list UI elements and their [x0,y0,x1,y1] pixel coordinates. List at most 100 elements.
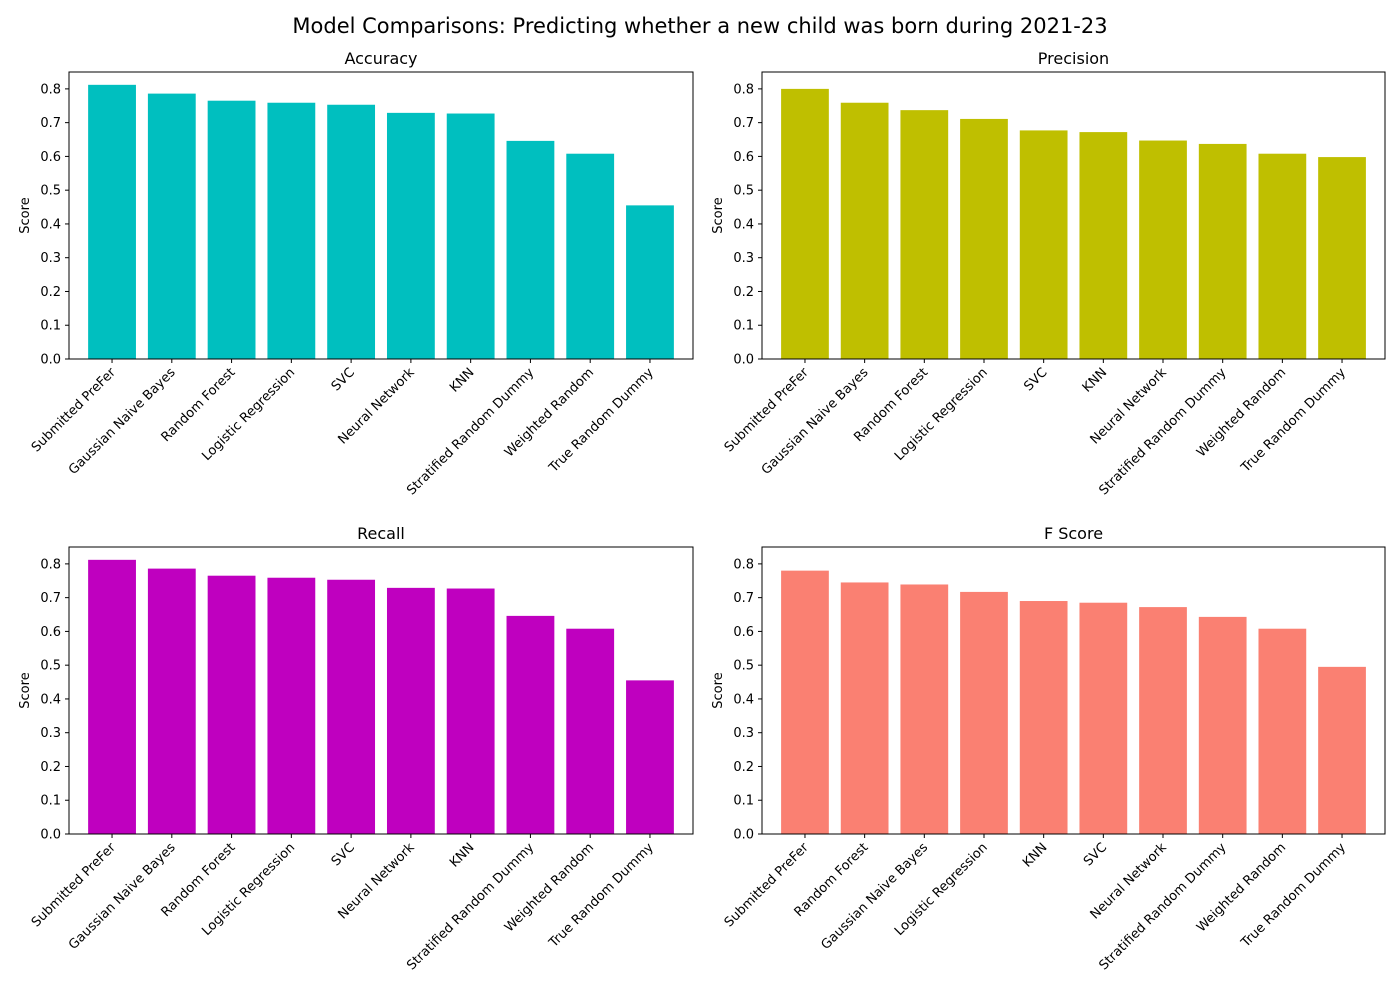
y-tick-label: 0.3 [733,726,754,741]
x-tick-label: Gaussian Naive Bayes [759,365,872,478]
bar [327,579,376,834]
x-tick-label: Stratified Random Dummy [1096,365,1229,498]
bar [900,584,949,834]
y-tick-label: 0.6 [733,150,754,165]
x-tick-label: Gaussian Naive Bayes [66,840,179,953]
y-tick-label: 0.3 [40,251,61,266]
y-tick-label: 0.4 [733,692,754,707]
bar [1139,607,1187,834]
x-tick-label: True Random Dummy [1238,365,1349,476]
y-tick-label: 0.5 [733,184,754,199]
axes-frame [68,546,694,835]
y-tick-label: 0.0 [733,353,754,368]
bar [840,102,889,359]
bar [566,153,615,359]
x-tick-label: True Random Dummy [1238,840,1349,951]
y-tick-label: 0.2 [733,760,754,775]
bar [147,568,196,834]
x-tick-label: Gaussian Naive Bayes [66,365,179,478]
bar [840,582,889,834]
y-tick-label: 0.0 [40,353,61,368]
bar [446,113,495,359]
y-tick-label: 0.5 [733,659,754,674]
y-tick-label: 0.6 [40,625,61,640]
y-tick-label: 0.4 [40,692,61,707]
bar [267,577,316,834]
bar [1318,666,1366,834]
y-axis-label: Score [18,672,33,708]
axes-frame [68,71,694,360]
bar [781,88,829,359]
bar [960,591,1008,834]
y-tick-label: 0.7 [40,116,61,131]
y-tick-label: 0.8 [40,557,61,572]
bar [1318,157,1366,359]
y-tick-label: 0.0 [733,828,754,843]
bar [1019,601,1068,834]
x-tick-label: Stratified Random Dummy [1096,840,1229,973]
bar [1079,132,1128,359]
y-tick-label: 0.7 [40,591,61,606]
y-tick-label: 0.4 [40,217,61,232]
y-tick-label: 0.5 [40,184,61,199]
x-tick-label: SVC [329,840,358,869]
bar [147,93,196,360]
x-tick-label: Stratified Random Dummy [404,840,537,973]
y-axis-label: Score [711,672,726,708]
x-tick-label: SVC [329,365,358,394]
bar [267,102,316,359]
axes-frame [761,71,1386,360]
bar [1139,140,1187,359]
bar [1258,628,1307,834]
bar [1198,143,1247,359]
bar [626,680,674,834]
bar [506,615,555,834]
subplot-title: Precision [1038,49,1109,68]
bar [1079,602,1128,834]
x-tick-label: SVC [1021,365,1050,394]
bar [446,588,495,834]
y-tick-label: 0.7 [733,116,754,131]
x-tick-label: True Random Dummy [546,365,657,476]
y-tick-label: 0.8 [733,82,754,97]
x-tick-label: SVC [1081,840,1110,869]
bar [207,575,256,834]
bar [386,112,435,359]
y-tick-label: 0.2 [40,285,61,300]
bar [506,140,555,359]
y-axis-label: Score [711,197,726,233]
y-tick-label: 0.2 [40,760,61,775]
y-axis-label: Score [18,197,33,233]
y-tick-label: 0.1 [40,319,61,334]
axes-frame [761,546,1386,835]
bar [1258,153,1307,359]
subplot-title: Recall [357,524,405,543]
figure-title: Model Comparisons: Predicting whether a … [292,14,1108,38]
bar [88,559,136,834]
bar [88,84,136,359]
x-tick-label: KNN [1080,365,1110,395]
y-tick-label: 0.1 [733,794,754,809]
y-tick-label: 0.1 [40,794,61,809]
x-tick-label: KNN [447,365,477,395]
subplot-title: Accuracy [344,49,417,68]
y-tick-label: 0.4 [733,217,754,232]
y-tick-label: 0.2 [733,285,754,300]
bar [386,587,435,834]
bar [781,570,829,834]
bar [327,104,376,359]
y-tick-label: 0.3 [40,726,61,741]
y-tick-label: 0.8 [40,82,61,97]
bar [900,110,949,360]
bar [1019,130,1068,359]
bar [566,628,615,834]
y-tick-label: 0.0 [40,828,61,843]
x-tick-label: True Random Dummy [546,840,657,951]
y-tick-label: 0.6 [40,150,61,165]
